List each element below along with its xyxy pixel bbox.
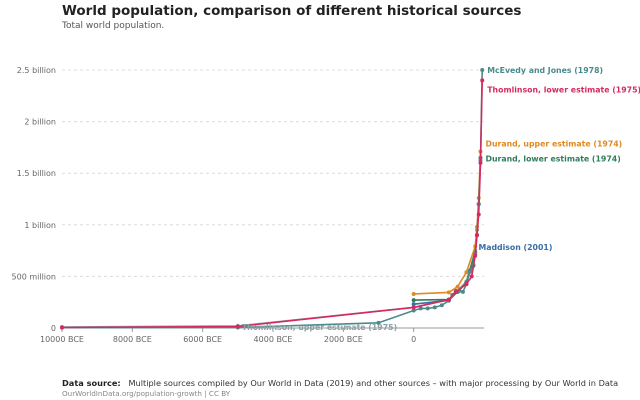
data-point: [235, 324, 240, 329]
data-point: [411, 302, 416, 307]
data-point: [455, 284, 460, 289]
y-tick-label: 1 billion: [24, 221, 56, 230]
x-tick-label: 8000 BCE: [113, 335, 152, 344]
series-label: Thomlinson, lower estimate (1975): [487, 85, 640, 94]
data-point: [411, 305, 416, 310]
series-label: Thomlinson, upper estimate (1975): [242, 323, 397, 332]
grid-lines: [62, 69, 484, 277]
data-point: [446, 297, 451, 302]
x-tick-label: 10000 BCE: [40, 335, 84, 344]
data-point: [446, 290, 451, 295]
y-tick-label: 2 billion: [24, 118, 56, 127]
series-line: [61, 204, 480, 328]
series-lines: [60, 68, 485, 330]
data-point: [411, 298, 416, 303]
data-source-label: Data source:: [62, 378, 121, 388]
series-label: Maddison (2001): [478, 243, 552, 252]
data-point: [411, 308, 416, 313]
data-point: [474, 233, 479, 238]
series-3: [411, 155, 483, 303]
x-tick-label: 0: [411, 335, 416, 344]
data-point: [439, 303, 444, 308]
data-point: [478, 160, 483, 165]
series-label: McEvedy and Jones (1978): [487, 66, 603, 75]
chart-subtitle: Total world population.: [62, 21, 165, 31]
data-point: [480, 68, 485, 72]
series-0: [60, 68, 485, 330]
data-point: [418, 306, 423, 311]
data-point: [464, 282, 469, 287]
data-point: [411, 291, 416, 296]
data-point: [432, 305, 437, 310]
data-point: [480, 78, 485, 83]
x-tick-label: 6000 BCE: [183, 335, 222, 344]
x-axis-ticks: 10000 BCE 8000 BCE 6000 BCE 4000 BCE 2000 BC…: [40, 328, 416, 344]
x-tick-label: 2000 BCE: [324, 335, 363, 344]
data-point: [60, 325, 64, 330]
series-1: [60, 78, 485, 330]
x-tick-label: 4000 BCE: [254, 335, 293, 344]
data-point: [469, 274, 474, 279]
data-source-text: Multiple sources compiled by Our World i…: [128, 378, 619, 388]
data-point: [476, 212, 481, 217]
credit-link[interactable]: OurWorldInData.org/population-growth | C…: [62, 389, 231, 398]
data-point: [460, 289, 465, 294]
series-label: Durand, lower estimate (1974): [485, 155, 620, 164]
data-point: [453, 289, 458, 294]
line-chart: 0 500 million 1 billion 1.5 billion 2 billio…: [12, 66, 640, 344]
y-axis-ticks: 0 500 million 1 billion 1.5 billion 2 billio…: [12, 66, 56, 333]
data-point: [425, 306, 430, 311]
series-label: Durand, upper estimate (1974): [485, 140, 622, 149]
series-line: [61, 80, 483, 329]
series-line: [61, 69, 483, 329]
data-source-note: Data source: Multiple sources compiled b…: [62, 378, 618, 388]
series-labels: McEvedy and Jones (1978) Thomlinson, lowe…: [242, 66, 640, 332]
y-tick-label: 500 million: [12, 272, 56, 281]
data-point: [464, 270, 469, 275]
y-tick-label: 0: [51, 324, 56, 333]
data-point: [467, 269, 472, 274]
y-tick-label: 1.5 billion: [17, 169, 56, 178]
chart-title: World population, comparison of differen…: [62, 3, 522, 19]
data-point: [376, 320, 381, 325]
data-point: [473, 253, 478, 258]
y-tick-label: 2.5 billion: [17, 66, 56, 75]
